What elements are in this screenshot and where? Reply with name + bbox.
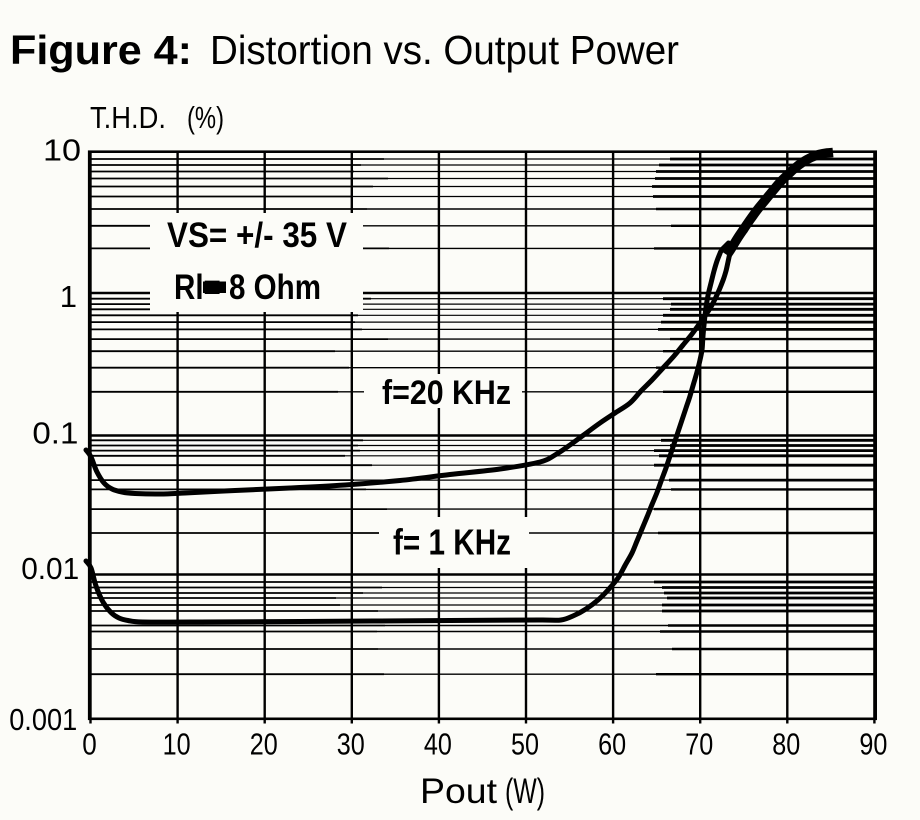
svg-text:20: 20 [250, 727, 278, 762]
svg-text:0: 0 [82, 727, 97, 762]
svg-text:Figure 4:: Figure 4: [10, 27, 192, 73]
svg-text:70: 70 [685, 727, 713, 762]
svg-text:10: 10 [43, 133, 81, 168]
svg-text:f= 1 KHz: f= 1 KHz [393, 522, 511, 563]
svg-text:60: 60 [598, 727, 626, 762]
svg-text:(W): (W) [505, 772, 545, 811]
svg-text:0.001: 0.001 [9, 702, 77, 737]
svg-text:Pout: Pout [420, 772, 497, 811]
svg-text:Rl= 8 Ohm: Rl= 8 Ohm [174, 268, 321, 307]
svg-text:VS= +/- 35 V: VS= +/- 35 V [167, 216, 348, 255]
svg-text:50: 50 [511, 727, 539, 762]
svg-text:T.H.D.: T.H.D. [90, 100, 166, 135]
svg-text:1: 1 [60, 279, 77, 314]
svg-text:0.01: 0.01 [21, 551, 79, 586]
svg-text:0.1: 0.1 [32, 415, 78, 450]
svg-text:80: 80 [772, 727, 800, 762]
svg-text:Distortion vs. Output Power: Distortion vs. Output Power [210, 27, 679, 73]
svg-text:40: 40 [424, 727, 452, 762]
svg-text:f=20 KHz: f=20 KHz [382, 374, 511, 412]
svg-text:(%): (%) [187, 100, 224, 135]
svg-text:90: 90 [859, 727, 887, 762]
svg-text:10: 10 [163, 727, 191, 762]
svg-text:30: 30 [337, 727, 365, 762]
